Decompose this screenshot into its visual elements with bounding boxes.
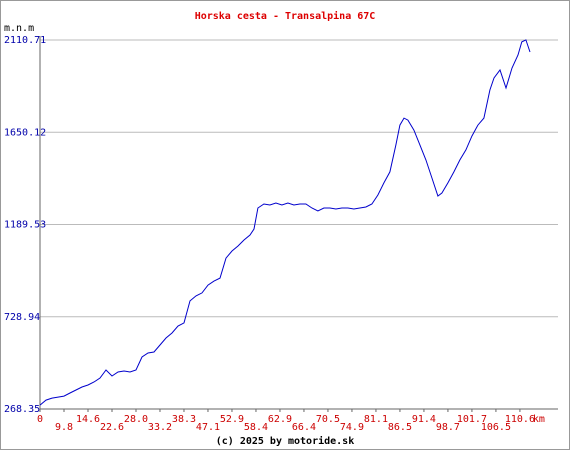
- x-tick-label: 58.4: [244, 422, 268, 433]
- x-tick-label: 9.8: [55, 422, 73, 433]
- y-axis-label: m.n.m: [4, 23, 34, 34]
- y-tick-label: 1189.53: [4, 220, 46, 231]
- x-unit: km: [533, 414, 545, 425]
- elevation-line: [39, 39, 531, 406]
- x-tick-label: 70.5: [316, 414, 340, 425]
- x-tick-label: 38.3: [172, 414, 196, 425]
- x-tick-label: 0: [37, 414, 43, 425]
- x-tick-label: 98.7: [436, 422, 460, 433]
- y-tick-label: 1650.12: [4, 127, 46, 138]
- x-tick-label: 14.6: [76, 414, 100, 425]
- x-tick-label: 81.1: [364, 414, 388, 425]
- x-tick-label: 47.1: [196, 422, 220, 433]
- x-tick-label: 66.4: [292, 422, 316, 433]
- x-tick-label: 74.9: [340, 422, 364, 433]
- x-tick-label: 33.2: [148, 422, 172, 433]
- y-tick-label: 728.94: [4, 312, 40, 323]
- x-tick-label: 101.7: [457, 414, 487, 425]
- x-tick-label: 91.4: [412, 414, 436, 425]
- x-tick-label: 86.5: [388, 422, 412, 433]
- x-tick-label: 52.9: [220, 414, 244, 425]
- x-tick-label: 22.6: [100, 422, 124, 433]
- y-tick-label: 2110.71: [4, 35, 46, 46]
- x-tick-label: 28.0: [124, 414, 148, 425]
- x-tick-label: 106.5: [481, 422, 511, 433]
- footer: (c) 2025 by motoride.sk: [216, 435, 354, 447]
- chart-title: Horska cesta - Transalpina 67C: [195, 10, 376, 22]
- y-tick-label: 268.35: [4, 404, 40, 415]
- x-tick-label: 62.9: [268, 414, 292, 425]
- x-tick-label: 110.6: [505, 414, 535, 425]
